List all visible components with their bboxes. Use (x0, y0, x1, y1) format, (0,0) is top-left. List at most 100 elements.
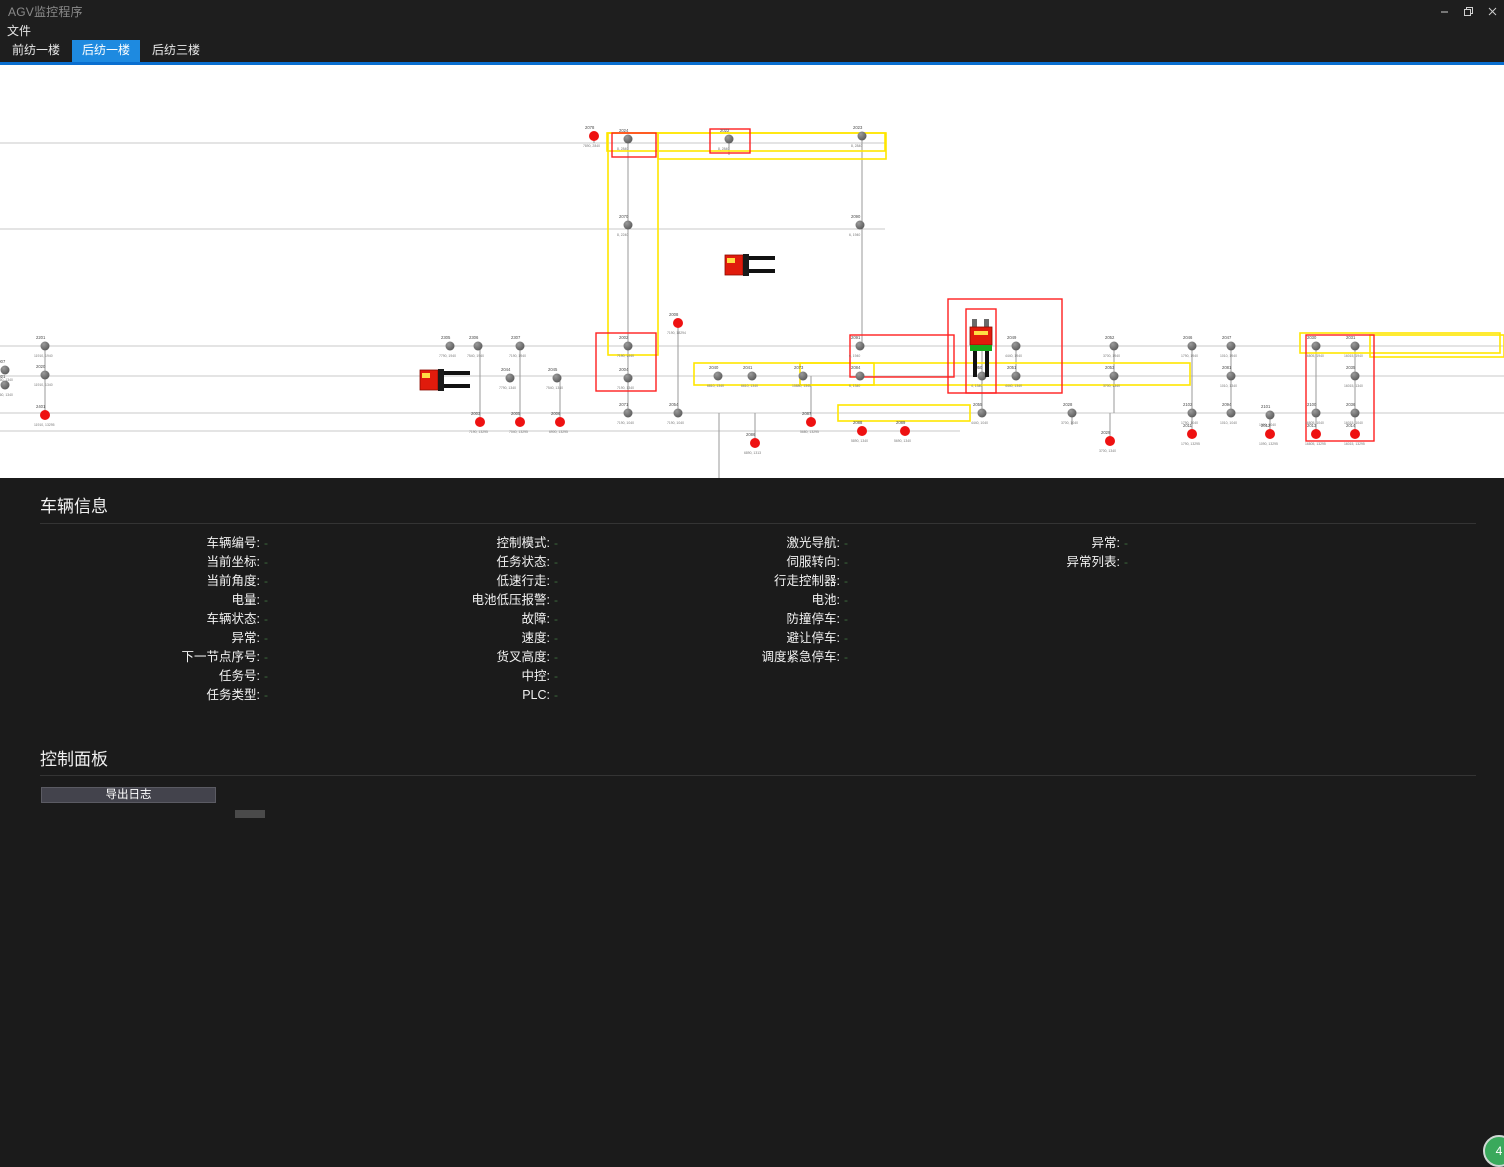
map-node[interactable]: 2012 1090, 13295 (1259, 423, 1278, 446)
map-node[interactable]: 2101 1090, 1040 (1259, 404, 1276, 427)
info-row: PLC: - (330, 686, 560, 705)
map-node[interactable]: 2029 3700, 1340 (1099, 430, 1116, 453)
info-label: 控制模式: (496, 536, 550, 550)
map-node[interactable]: 2306 7540, 1940 (467, 335, 484, 358)
map-node[interactable]: 2047 1010, 1940 (1220, 335, 1237, 358)
map-node[interactable]: 2054 7190, 1040 (667, 402, 684, 425)
tab-houfang-1f[interactable]: 后纺一楼 (72, 40, 141, 62)
map-node[interactable]: 2053 3700, 1340 (1103, 365, 1120, 388)
map-node-id: 2052 (1105, 335, 1115, 340)
vehicle-column-4: 异常: - 异常列表: - (900, 534, 1130, 572)
map-node[interactable]: 2071 7190, 1040 (617, 402, 634, 425)
map-node[interactable]: 2011 1790, 13295 (1181, 423, 1200, 446)
agv-vehicle[interactable] (419, 369, 470, 391)
map-node[interactable]: 2100 16805, 1040 (1305, 402, 1324, 425)
map-node[interactable]: 2049 4440, 1940 (1005, 335, 1022, 358)
map-node[interactable]: 2023 8, 2840 (851, 125, 867, 148)
map-node[interactable]: 2030 16805, 1940 (1305, 335, 1324, 358)
map-node[interactable]: 2003 7190, 13295 (469, 411, 488, 434)
map-node[interactable]: 2401 11910, 13295 (34, 404, 55, 427)
agv-vehicle[interactable] (724, 254, 775, 276)
map-node[interactable]: 2014 16015, 13295 (1344, 423, 1365, 446)
map-node[interactable]: 2307 7190, 1940 (509, 335, 526, 358)
info-value: - (554, 650, 558, 664)
info-value: - (554, 688, 558, 702)
map-node[interactable]: 2044 7790, 1340 (499, 367, 516, 390)
tab-qianfang-1f[interactable]: 前纺一楼 (12, 43, 61, 57)
map-node[interactable]: 2073 15880, 1340 (792, 365, 811, 388)
info-label: 下一节点序号: (181, 650, 260, 664)
map-node[interactable]: 2055 4440, 1040 (971, 402, 988, 425)
map-node[interactable]: 2051 4440, 1340 (1005, 365, 1022, 388)
map-node[interactable]: 2036 16015, 1040 (1344, 402, 1363, 425)
info-value: - (554, 593, 558, 607)
map-node[interactable]: 2102 1790, 1040 (1181, 402, 1198, 425)
tab-houfang-3f[interactable]: 后纺三楼 (152, 43, 201, 57)
map-node-coord: 6, 1940 (849, 233, 860, 237)
map-node[interactable]: 2046 1790, 1940 (1181, 335, 1198, 358)
map-node-id: 2012 (1261, 423, 1271, 428)
map-node-id: 2070 (619, 214, 629, 219)
vehicle-info-divider (40, 523, 1476, 524)
control-panel-secondary-button[interactable] (235, 810, 265, 818)
map-node-coord: 5890, 1340 (851, 439, 868, 443)
map-node[interactable]: 2078 7890, 2840 (583, 125, 600, 148)
map-node[interactable]: 2008 7190, 18294 (667, 312, 686, 335)
map-node[interactable]: 2020 11910, 1340 (34, 364, 53, 387)
map-node[interactable]: 2031 16015, 1940 (1344, 335, 1363, 358)
map-node[interactable]: 2045 7540, 1340 (546, 367, 563, 390)
map-node[interactable]: 2022 8, 2840 (718, 128, 734, 151)
minimize-button[interactable] (1432, 0, 1456, 22)
map-node[interactable]: 2050 4, 1340 (971, 365, 987, 388)
map-node-coord: 16015, 1040 (1344, 421, 1363, 425)
map-node[interactable]: 2081 1010, 1340 (1220, 365, 1237, 388)
map-node[interactable]: 2041 6610, 1340 (741, 365, 758, 388)
map-node-coord: 3700, 1340 (1103, 384, 1120, 388)
info-label: 任务状态: (496, 555, 550, 569)
map-node-coord: 16015, 1340 (1344, 384, 1363, 388)
map-node-coord: 12360, 1340 (0, 393, 13, 397)
map-node[interactable]: 2040 6810, 1340 (707, 365, 724, 388)
map-node[interactable]: 2002 7190, 1940 (617, 335, 634, 358)
close-button[interactable] (1480, 0, 1504, 22)
map-node-id: 2041 (743, 365, 753, 370)
vehicle-column-3: 激光导航: - 伺服转向: - 行走控制器: - 电池: - 防撞停车: - 避让停车: - 调度紧急停… (620, 534, 850, 667)
map-node[interactable]: 2087 5680, 13295 (800, 411, 819, 434)
map-node[interactable]: 2088 5890, 1340 (851, 420, 868, 443)
map-canvas[interactable]: 2201 11910, 1940 2020 11910, 1340 2401 11910,… (0, 62, 1504, 532)
map-node-coord: 8, 2840 (851, 144, 862, 148)
map-node[interactable]: 2006 6900, 13295 (549, 411, 568, 434)
info-value: - (554, 536, 558, 550)
map-node[interactable]: 2035 16015, 1340 (1344, 365, 1363, 388)
map-node[interactable]: 2094 1010, 1040 (1220, 402, 1237, 425)
map-node-coord: 3700, 1040 (1061, 421, 1078, 425)
maximize-button[interactable] (1456, 0, 1480, 22)
info-label: 激光导航: (786, 536, 840, 550)
info-label: PLC: (522, 688, 550, 702)
map-node[interactable]: 2005 7040, 13295 (509, 411, 528, 434)
map-node[interactable]: 2086 6890, 1313 (744, 432, 761, 455)
map-node-id: 2078 (585, 125, 595, 130)
map-node[interactable]: 2084 6, 1340 (849, 365, 865, 388)
map-node[interactable]: 2201 11910, 1940 (34, 335, 53, 358)
map-node[interactable]: 2052 3700, 1940 (1103, 335, 1120, 358)
map-node[interactable]: 2007 12360, 1340 (0, 359, 13, 382)
map-node[interactable]: 2305 7790, 1940 (439, 335, 456, 358)
map-node[interactable]: 202112360, 1340 (0, 374, 13, 397)
map-node[interactable]: 2028 3700, 1040 (1061, 402, 1078, 425)
menu-item-file[interactable]: 文件 (7, 24, 32, 38)
map-node-id: 2053 (1105, 365, 1115, 370)
map-node[interactable]: 2089 5690, 1340 (894, 420, 911, 443)
export-log-button[interactable]: 导出日志 (41, 787, 216, 803)
floating-action-badge[interactable]: 4 (1483, 1135, 1504, 1167)
map-node[interactable]: 2024 8, 2840 (617, 128, 633, 151)
agv-vehicle[interactable] (969, 319, 993, 377)
info-value: - (554, 631, 558, 645)
map-node[interactable]: 2070 8, 2240 (617, 214, 633, 237)
map-node[interactable]: 2091 6, 1940 (849, 335, 865, 358)
map-node[interactable]: 2013 16805, 13295 (1305, 423, 1326, 446)
info-value: - (554, 555, 558, 569)
map-node[interactable]: 2090 6, 1940 (849, 214, 865, 237)
map-node[interactable]: 2004 7190, 1340 (617, 367, 634, 390)
info-value: - (844, 593, 848, 607)
